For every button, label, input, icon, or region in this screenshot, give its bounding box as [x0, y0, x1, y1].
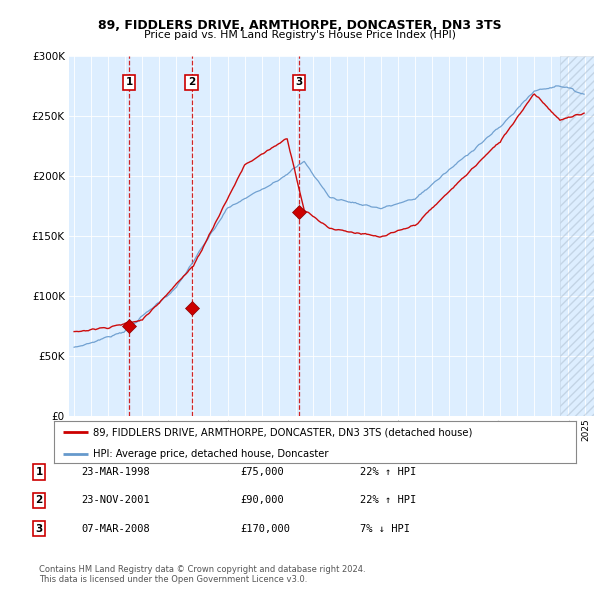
Text: 1: 1 — [125, 77, 133, 87]
Text: £170,000: £170,000 — [240, 524, 290, 533]
Text: Contains HM Land Registry data © Crown copyright and database right 2024.: Contains HM Land Registry data © Crown c… — [39, 565, 365, 574]
Text: 23-MAR-1998: 23-MAR-1998 — [81, 467, 150, 477]
Text: HPI: Average price, detached house, Doncaster: HPI: Average price, detached house, Donc… — [93, 449, 329, 459]
Text: 2: 2 — [35, 496, 43, 505]
Text: 07-MAR-2008: 07-MAR-2008 — [81, 524, 150, 533]
Text: 22% ↑ HPI: 22% ↑ HPI — [360, 496, 416, 505]
Text: 1: 1 — [35, 467, 43, 477]
Text: 7% ↓ HPI: 7% ↓ HPI — [360, 524, 410, 533]
Text: Price paid vs. HM Land Registry's House Price Index (HPI): Price paid vs. HM Land Registry's House … — [144, 30, 456, 40]
Text: 22% ↑ HPI: 22% ↑ HPI — [360, 467, 416, 477]
Text: 2: 2 — [188, 77, 196, 87]
Text: 89, FIDDLERS DRIVE, ARMTHORPE, DONCASTER, DN3 3TS: 89, FIDDLERS DRIVE, ARMTHORPE, DONCASTER… — [98, 19, 502, 32]
Text: £90,000: £90,000 — [240, 496, 284, 505]
Text: 3: 3 — [35, 524, 43, 533]
Text: 89, FIDDLERS DRIVE, ARMTHORPE, DONCASTER, DN3 3TS (detached house): 89, FIDDLERS DRIVE, ARMTHORPE, DONCASTER… — [93, 427, 473, 437]
Text: This data is licensed under the Open Government Licence v3.0.: This data is licensed under the Open Gov… — [39, 575, 307, 584]
Text: 23-NOV-2001: 23-NOV-2001 — [81, 496, 150, 505]
Text: £75,000: £75,000 — [240, 467, 284, 477]
Text: 3: 3 — [295, 77, 302, 87]
